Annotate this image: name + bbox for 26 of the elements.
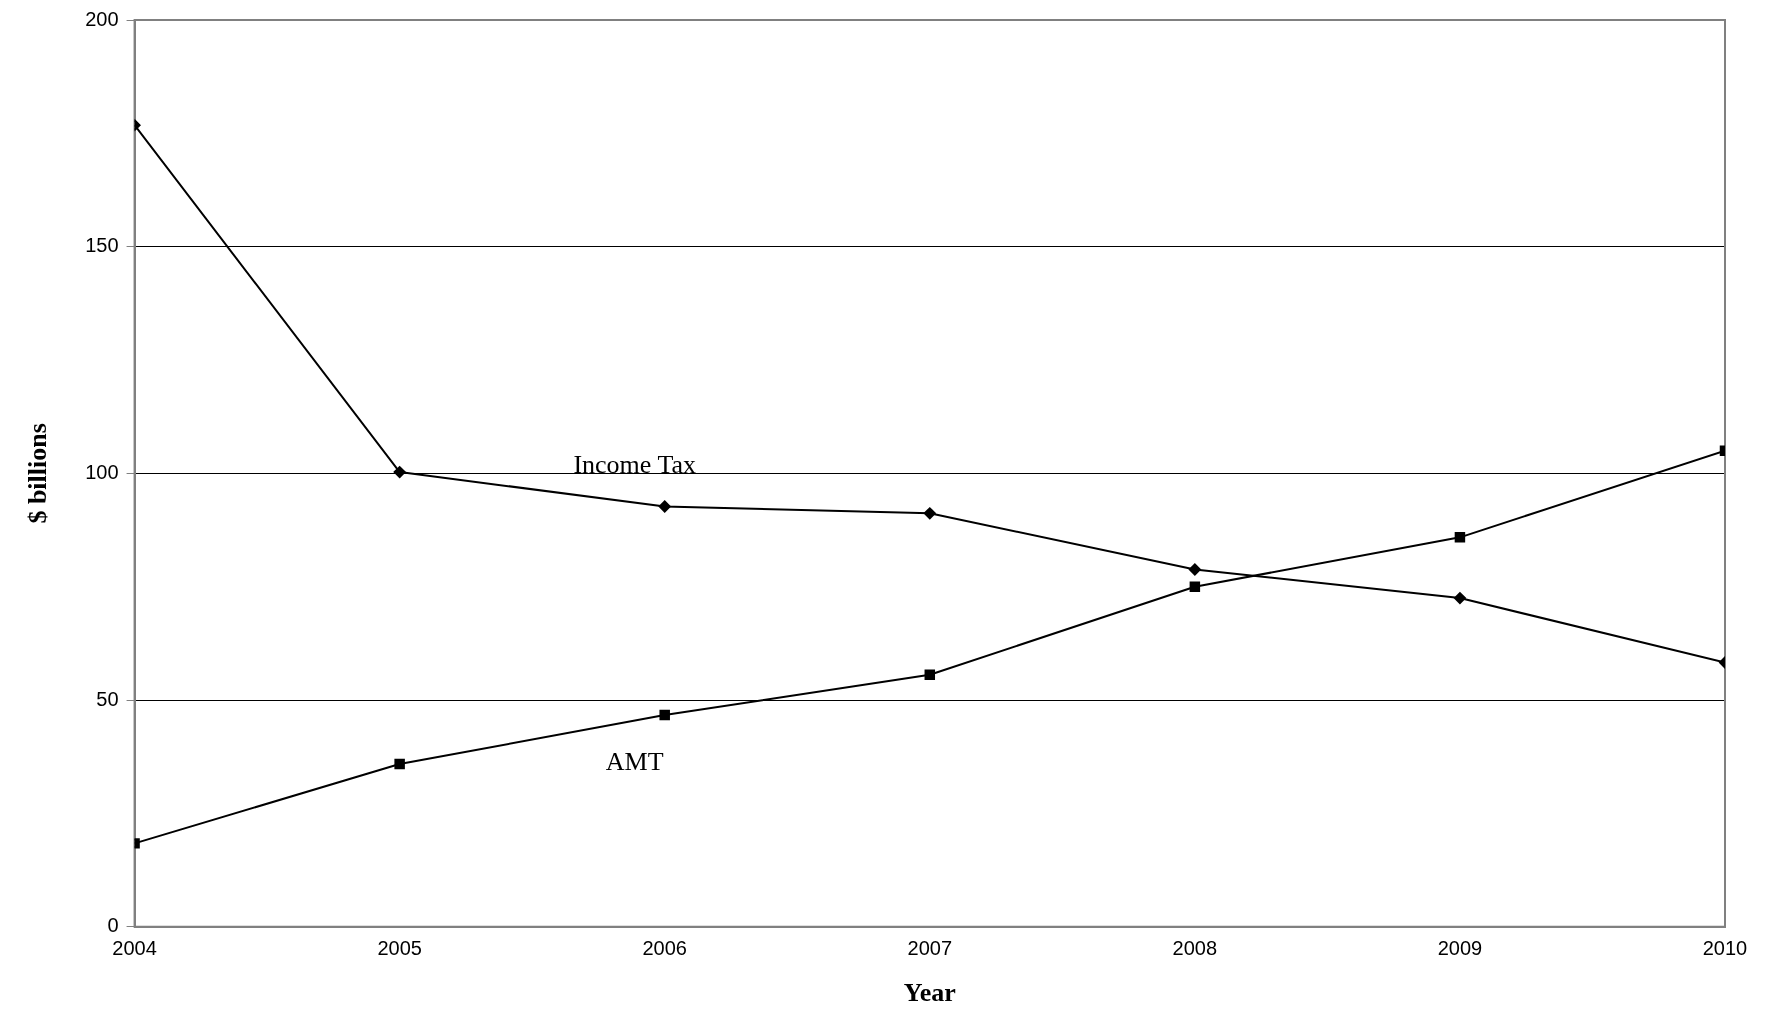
x-tick-label: 2006 bbox=[642, 937, 687, 960]
x-tick-label: 2010 bbox=[1702, 937, 1748, 960]
y-tick-label: 100 bbox=[85, 460, 119, 483]
point bbox=[924, 669, 936, 680]
point bbox=[393, 466, 406, 479]
point bbox=[923, 507, 936, 520]
x-tick-label: 2004 bbox=[112, 937, 157, 960]
series-label: AMT bbox=[605, 746, 664, 776]
point bbox=[1188, 563, 1201, 576]
y-tick-label: 150 bbox=[85, 234, 119, 257]
point bbox=[658, 500, 671, 513]
y-axis-title: $ billions bbox=[23, 423, 53, 524]
x-tick-label: 2005 bbox=[377, 937, 422, 960]
point bbox=[394, 758, 405, 770]
x-tick-label: 2007 bbox=[907, 937, 953, 960]
y-tick-label: 50 bbox=[96, 687, 119, 710]
point bbox=[1453, 592, 1466, 605]
x-tick-label: 2009 bbox=[1437, 937, 1483, 960]
y-tick-label: 200 bbox=[85, 7, 119, 30]
series-label: Income Tax bbox=[573, 450, 697, 480]
x-axis-title: Year bbox=[903, 978, 956, 1008]
point bbox=[1454, 532, 1466, 543]
y-tick-label: 0 bbox=[107, 914, 119, 937]
point bbox=[659, 709, 670, 721]
x-tick-label: 2008 bbox=[1172, 937, 1218, 960]
point bbox=[1189, 581, 1201, 592]
